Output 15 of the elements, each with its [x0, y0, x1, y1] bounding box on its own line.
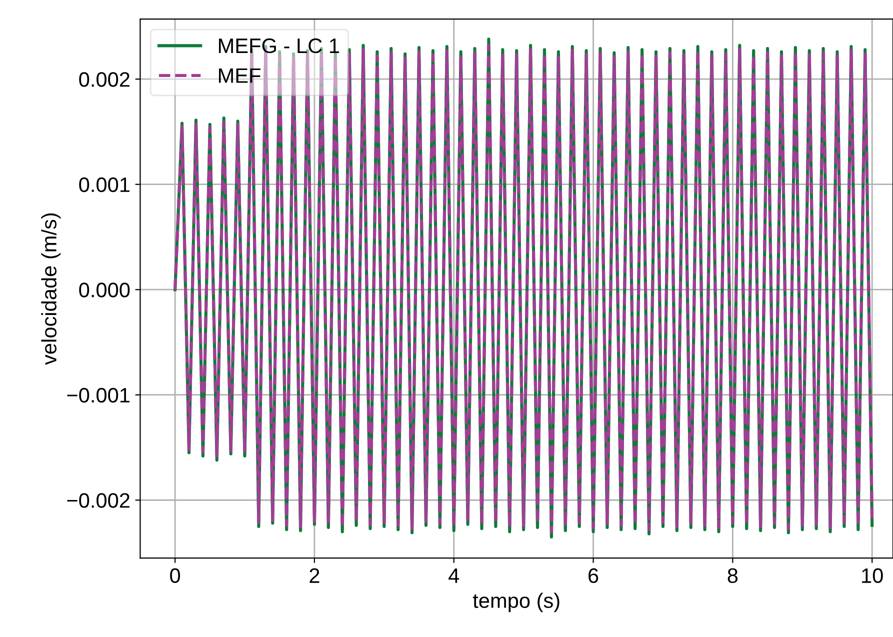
x-tick-label: 0: [170, 568, 180, 584]
x-tick-label: 4: [448, 568, 460, 583]
legend-label: MEF: [218, 68, 260, 83]
x-tick-label: 10: [862, 568, 883, 584]
y-axis-title: velocidade (m/s): [41, 213, 61, 365]
legend-label: MEFG - LC 1: [218, 38, 339, 54]
y-tick-label: 0.001: [79, 177, 130, 192]
y-tick-label: −0.001: [67, 388, 130, 403]
y-tick-label: 0.002: [79, 72, 130, 87]
y-tick-label: −0.002: [67, 493, 130, 508]
x-axis-title: tempo (s): [472, 592, 560, 612]
x-tick-label: 8: [728, 568, 738, 584]
y-tick-label: 0.000: [79, 282, 130, 298]
x-tick-label: 6: [588, 568, 598, 584]
x-tick-label: 2: [310, 568, 320, 583]
